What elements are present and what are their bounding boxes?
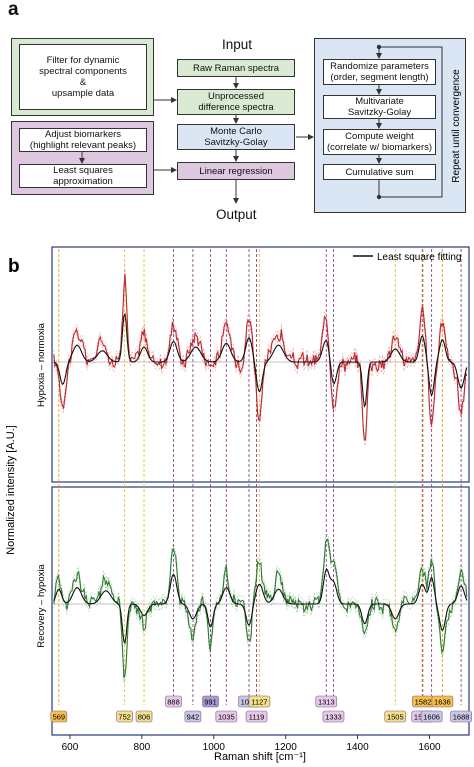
- cumulative-sum-box: Cumulative sum: [323, 164, 436, 180]
- bottom-series: [52, 533, 469, 684]
- peak-label-box: [215, 710, 238, 723]
- flow-arrows: [79, 46, 443, 204]
- repeat-label: Repeat until convergence: [451, 69, 462, 183]
- filter-box: Filter for dynamic spectral components &…: [19, 44, 147, 110]
- loop-node-top: [376, 44, 382, 50]
- peak-label: 991: [204, 698, 217, 707]
- legend-label: Least square fitting: [377, 252, 462, 263]
- peak-label-box: [450, 710, 472, 723]
- raw-raman-box: Raw Raman spectra: [177, 59, 295, 77]
- monte-carlo-box: Monte Carlo Savitzky-Golay: [177, 124, 295, 150]
- x-tick-label: 1200: [275, 742, 298, 753]
- peak-label: 569: [53, 713, 66, 722]
- peak-label-box: [384, 710, 407, 723]
- top-plot-frame: [51, 246, 470, 483]
- multivariate-sg-box: Multivariate Savitzky-Golay: [323, 95, 436, 119]
- plot-frames: [51, 246, 470, 736]
- x-axis: 600 800 1000 1200 1400 1600: [62, 735, 441, 753]
- loop-node-bottom: [376, 194, 382, 200]
- fit-series: [53, 567, 468, 645]
- peak-label: 1688: [453, 713, 470, 722]
- peak-label: 752: [118, 713, 131, 722]
- peak-label-box: [431, 695, 454, 708]
- peak-label: 1606: [423, 713, 440, 722]
- peak-label: 1127: [251, 698, 267, 707]
- bottom-plot-frame: [51, 486, 470, 736]
- peak-label: 942: [187, 713, 200, 722]
- adjust-biomarkers-box: Adjust biomarkers (highlight relevant pe…: [19, 128, 147, 152]
- output-label: Output: [216, 207, 257, 222]
- difference-series: [53, 538, 468, 679]
- linear-regression-box: Linear regression: [177, 162, 295, 180]
- x-tick-label: 600: [62, 742, 79, 753]
- x-tick-label: 1600: [418, 742, 441, 753]
- peak-label: 1333: [325, 713, 342, 722]
- peak-label: 888: [167, 698, 180, 707]
- peak-label: 1636: [434, 698, 451, 707]
- peak-label-box: [165, 695, 182, 708]
- x-tick-label: 800: [134, 742, 151, 753]
- peak-label-box: [202, 695, 219, 708]
- peak-label: 806: [138, 713, 151, 722]
- top-y-label: Hypoxia – normoxia: [36, 322, 47, 407]
- compute-weight-box: Compute weight (correlate w/ biomarkers): [323, 129, 436, 155]
- y-axis-label: Normalized intensity [A.U.]: [5, 425, 17, 555]
- peak-label-box: [50, 710, 68, 723]
- peak-label-box: [245, 710, 268, 723]
- input-label: Input: [222, 37, 253, 52]
- peak-label-box: [322, 710, 345, 723]
- peak-label: 1119: [249, 713, 265, 722]
- peak-label-box: [116, 710, 133, 723]
- bottom-y-label: Recovery – hypoxia: [36, 564, 47, 648]
- peak-label: 1035: [218, 713, 235, 722]
- peak-label-box: [248, 695, 271, 708]
- series-band-lower: [53, 543, 468, 684]
- x-axis-label: Raman shift [cm⁻¹]: [214, 751, 306, 763]
- panel-b-letter: b: [8, 256, 20, 277]
- panel-a-letter: a: [8, 0, 19, 20]
- peak-label-box: [315, 695, 338, 708]
- peak-label-box: [184, 710, 202, 723]
- difference-series: [53, 273, 468, 441]
- peak-label-box: [135, 710, 153, 723]
- peak-lines: [58, 249, 462, 705]
- peak-label: 1582: [415, 698, 432, 707]
- fit-series: [53, 312, 468, 408]
- top-series: [52, 268, 469, 446]
- x-tick-label: 1000: [203, 742, 226, 753]
- peak-label: 1505: [387, 713, 404, 722]
- least-squares-box: Least squares approximation: [19, 164, 147, 188]
- peak-label-box: [420, 710, 443, 723]
- peak-label: 1313: [318, 698, 335, 707]
- series-band-upper: [53, 533, 468, 674]
- randomize-box: Randomize parameters (order, segment len…: [323, 59, 436, 85]
- peak-labels: 5697528068889429911035109811191127131313…: [50, 695, 472, 723]
- difference-spectra-box: Unprocessed difference spectra: [177, 89, 295, 115]
- x-tick-label: 1400: [346, 742, 369, 753]
